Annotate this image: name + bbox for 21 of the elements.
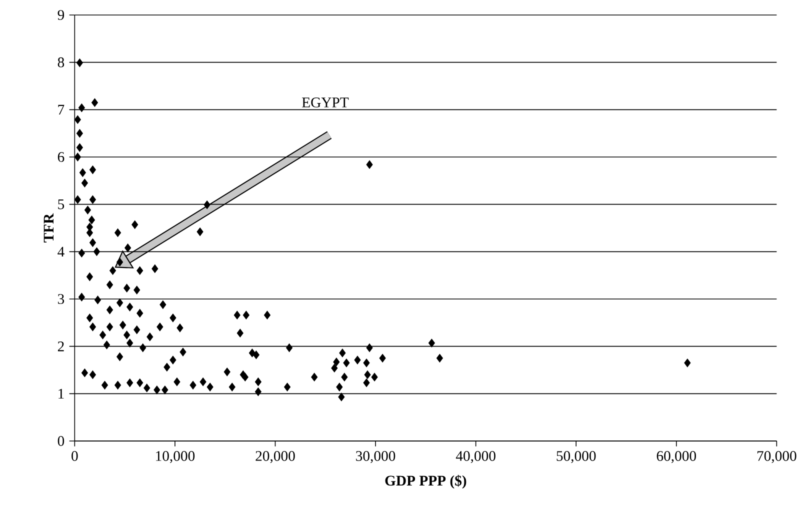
- y-tick-label: 2: [58, 341, 64, 352]
- x-tick-label: 70,000: [757, 451, 796, 464]
- y-tick-label: 0: [58, 436, 64, 446]
- y-tick-label: 9: [58, 10, 64, 20]
- x-axis-title: GDP PPP ($): [385, 474, 466, 489]
- x-tick-label: 20,000: [256, 451, 295, 464]
- y-axis-title: TFR: [44, 213, 54, 242]
- y-tick-label: 5: [58, 199, 64, 210]
- x-tick-label: 60,000: [656, 451, 696, 464]
- x-tick-label: 10,000: [156, 451, 195, 464]
- y-tick-label: 8: [58, 57, 64, 68]
- x-tick-label: 0: [72, 451, 78, 461]
- x-tick-label: 50,000: [556, 451, 596, 464]
- y-tick-label: 1: [58, 388, 64, 399]
- y-tick-label: 7: [58, 104, 64, 114]
- x-tick-label: 30,000: [356, 451, 396, 464]
- y-tick-label: 3: [58, 294, 64, 304]
- x-tick-label: 40,000: [456, 451, 496, 464]
- y-tick-label: 6: [58, 152, 64, 162]
- y-tick-label: 4: [58, 246, 64, 256]
- annotation: EGYPT: [302, 98, 349, 108]
